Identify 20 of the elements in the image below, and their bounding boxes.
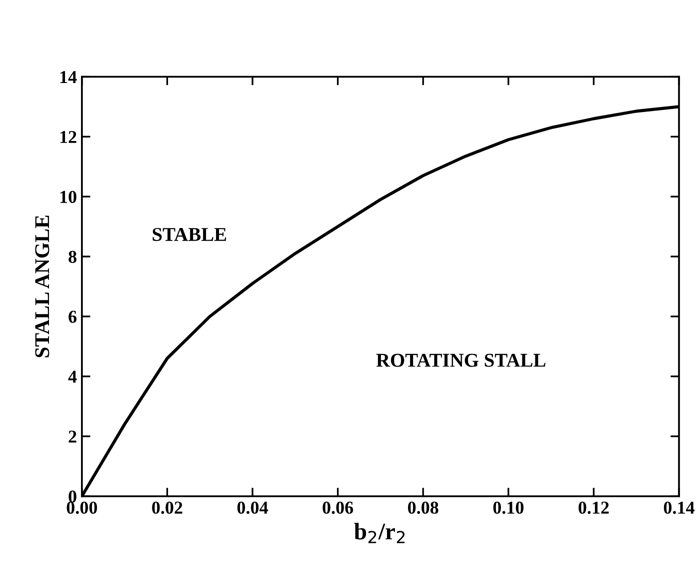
- y-tick-label: 10: [60, 190, 76, 204]
- y-tick-label: 6: [68, 310, 77, 323]
- annotation: STABLE: [152, 228, 226, 242]
- y-axis-title: STALL ANGLE: [35, 216, 50, 358]
- y-tick-label: 14: [60, 71, 77, 84]
- x-axis-title: b$_{2}$/r$_{2}$: [354, 522, 405, 544]
- x-tick-label: 0.08: [408, 502, 438, 514]
- x-tick-label: 0.12: [578, 502, 609, 514]
- y-tick-label: 8: [68, 250, 76, 263]
- y-tick-label: 12: [60, 130, 76, 143]
- y-tick-label: 0: [68, 490, 76, 503]
- y-tick-label: 2: [68, 430, 76, 443]
- y-tick-label: 4: [68, 370, 77, 383]
- x-tick-label: 0.10: [493, 502, 524, 514]
- x-tick-label: 0.06: [322, 502, 354, 514]
- x-tick-label: 0.14: [664, 502, 694, 514]
- x-tick-label: 0.04: [237, 502, 268, 514]
- x-tick-label: 0.02: [152, 502, 182, 514]
- x-tick-label: 0.00: [66, 502, 98, 514]
- annotation: ROTATING STALL: [376, 354, 546, 367]
